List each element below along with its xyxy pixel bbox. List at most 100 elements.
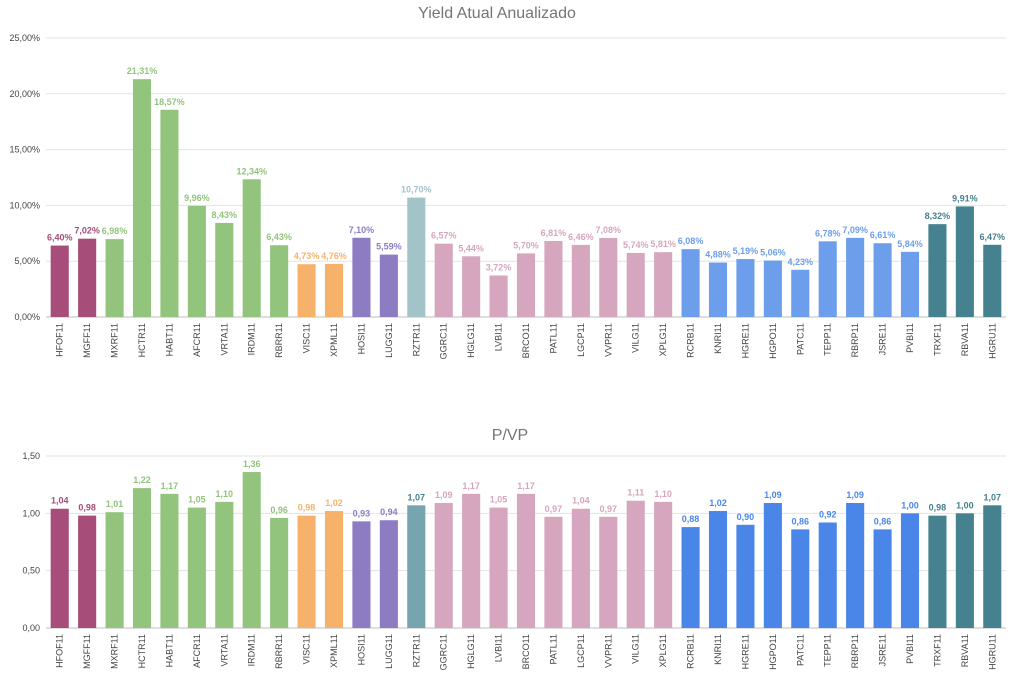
data-label: 5,84% [897, 239, 923, 249]
x-tick-label: VISC11 [302, 634, 312, 664]
data-label: 1,07 [984, 492, 1002, 502]
bar-rztr11 [407, 505, 426, 628]
bar-rbva11 [955, 513, 974, 628]
x-tick-label: PVBI11 [905, 634, 915, 664]
x-tick-label: PVBI11 [905, 323, 915, 353]
x-tick-label: PATL11 [548, 634, 558, 665]
x-tick-label: RBVA11 [960, 634, 970, 667]
data-label: 1,01 [106, 499, 124, 509]
data-label: 0,86 [792, 516, 810, 526]
x-tick-label: HABT11 [164, 634, 174, 667]
data-label: 1,02 [325, 498, 343, 508]
bar-mxrf11 [105, 239, 124, 317]
x-tick-label: RBVA11 [960, 323, 970, 356]
yield-chart-x-axis: HFOF11 MGFF11 MXRF11 HCTR11 HABT11 AFCR11 VRTA… [55, 323, 998, 359]
data-label: 6,47% [980, 232, 1006, 242]
x-tick-label: TEPP11 [823, 323, 833, 356]
bar-rbrp11 [846, 503, 865, 628]
data-label: 7,08% [596, 225, 622, 235]
data-label: 4,88% [705, 250, 731, 260]
data-label: 5,81% [650, 239, 676, 249]
x-tick-label: AFCR11 [192, 634, 202, 668]
bar-hfof11 [50, 245, 69, 317]
bar-hosi11 [352, 237, 371, 317]
x-tick-label: HGRE11 [740, 634, 750, 669]
bar-irdm11 [242, 472, 261, 628]
data-label: 0,93 [353, 508, 371, 518]
bar-vrta11 [215, 501, 234, 628]
yield-chart-data-labels: 6,40%7,02% 6,98% 21,31% 18,57% 9,96%8,43% 12,… [47, 66, 1005, 272]
data-label: 1,00 [956, 500, 974, 510]
data-label: 0,97 [600, 504, 618, 514]
x-tick-label: RBRR11 [274, 323, 284, 358]
x-tick-label: RZTR11 [411, 634, 421, 667]
bar-hgru11 [983, 505, 1002, 628]
x-tick-label: KNRI11 [713, 634, 723, 665]
data-label: 5,44% [458, 243, 484, 253]
bar-brco11 [516, 253, 536, 317]
x-tick-label: PATC11 [795, 323, 805, 355]
bar-rcrb11 [681, 249, 700, 317]
bar-vilg11 [626, 500, 645, 628]
bar-rbrr11 [270, 245, 289, 317]
yield-chart: Yield Atual Anualizado 0,00% 5,00% 10,00% 1… [9, 5, 1006, 359]
x-tick-label: IRDM11 [247, 634, 257, 666]
bar-rbrp11 [846, 237, 865, 317]
data-label: 5,06% [760, 248, 786, 258]
bar-lgcp11 [571, 508, 590, 628]
data-label: 0,98 [78, 503, 96, 513]
x-tick-label: HCTR11 [137, 323, 147, 357]
data-label: 1,07 [408, 492, 426, 502]
bar-lvbi11 [489, 275, 508, 317]
pvp-chart-data-labels: 1,04 0,98 1,01 1,22 1,17 1,05 1,10 1,36 0,96 0,98… [51, 459, 1001, 526]
x-tick-label: VILG11 [631, 634, 641, 664]
x-tick-label: TRXF11 [932, 323, 942, 356]
data-label: 9,96% [184, 193, 210, 203]
x-tick-label: RBRP11 [850, 323, 860, 357]
data-label: 0,88 [682, 514, 700, 524]
bar-vvpr11 [599, 237, 618, 317]
data-label: 8,32% [925, 211, 951, 221]
data-label: 1,05 [188, 495, 206, 505]
x-tick-label: VRTA11 [219, 323, 229, 356]
data-label: 1,36 [243, 459, 261, 469]
x-tick-label: HCTR11 [137, 634, 147, 668]
data-label: 1,09 [435, 490, 453, 500]
x-tick-label: XPLG11 [658, 323, 668, 356]
x-tick-label: HGRU11 [987, 323, 997, 359]
data-label: 1,17 [462, 481, 480, 491]
data-label: 4,23% [788, 257, 814, 267]
pvp-chart-bars [50, 472, 1002, 628]
x-tick-label: VVPR11 [603, 323, 613, 357]
bar-hgre11 [736, 259, 755, 317]
x-tick-label: RZTR11 [411, 323, 421, 356]
data-label: 7,10% [349, 225, 375, 235]
bar-patc11 [791, 529, 810, 628]
bar-rztr11 [407, 197, 426, 317]
x-tick-label: HGPO11 [768, 634, 778, 670]
x-tick-label: HGRU11 [987, 634, 997, 670]
bar-xpml11 [324, 263, 344, 317]
data-label: 4,73% [294, 251, 320, 261]
x-tick-label: MGFF11 [82, 323, 92, 358]
bar-jsre11 [873, 529, 892, 628]
x-tick-label: JSRE11 [878, 634, 888, 666]
bar-hgre11 [736, 524, 755, 628]
x-tick-label: RCRB11 [686, 323, 696, 358]
data-label: 1,02 [709, 498, 727, 508]
bar-patl11 [544, 241, 563, 317]
x-tick-label: JSRE11 [878, 323, 888, 355]
data-label: 6,81% [541, 228, 567, 238]
bar-irdm11 [242, 179, 261, 317]
x-tick-label: RBRP11 [850, 634, 860, 668]
x-tick-label: LVBI11 [494, 323, 504, 351]
data-label: 0,98 [298, 503, 316, 513]
bar-afcr11 [187, 507, 206, 628]
data-label: 6,57% [431, 231, 457, 241]
data-label: 1,11 [627, 488, 644, 498]
data-label: 1,22 [133, 475, 151, 485]
x-tick-label: VISC11 [302, 323, 312, 353]
data-label: 6,78% [815, 228, 841, 238]
x-tick-label: TEPP11 [823, 634, 833, 667]
